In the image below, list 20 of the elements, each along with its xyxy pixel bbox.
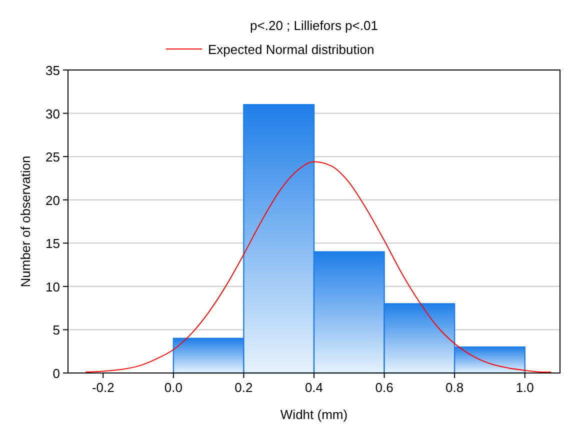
line-series [85,161,552,373]
x-tick-label: 0.2 [234,380,253,395]
x-tick-label: 0.0 [164,380,182,395]
y-tick-label: 5 [52,322,60,338]
y-tick-label: 0 [52,366,60,381]
x-axis-title: Widht (mm) [280,407,348,422]
x-tick-label: -0.2 [92,380,114,395]
chart-title: p<.20 ; Lilliefors p<.01 [250,18,378,33]
y-tick-label: 15 [46,236,60,252]
y-tick-label: 10 [46,279,60,294]
y-tick-label: 30 [46,106,60,122]
y-axis-title: Number of observation [18,156,33,288]
y-tick-label: 35 [46,63,60,78]
x-tick-label: 0.8 [446,380,464,395]
legend-label: Expected Normal distribution [208,42,374,57]
x-tick-label: 0.4 [304,380,324,395]
y-tick-label: 20 [46,192,60,208]
x-tick-label: 1.0 [516,380,534,395]
x-tick-label: 0.6 [375,380,394,395]
y-tick-label: 25 [46,150,60,165]
